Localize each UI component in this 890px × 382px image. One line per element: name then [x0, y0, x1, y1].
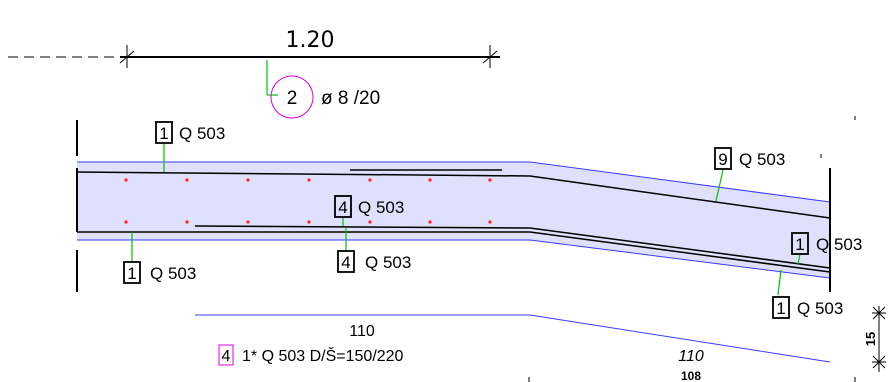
mark-text: Q 503 — [816, 235, 862, 254]
dimension-right: 110 — [678, 348, 704, 365]
dimension-length: 1.20 — [286, 28, 335, 53]
bar-dot — [185, 220, 189, 224]
dimension-right-sub: 108 — [681, 369, 701, 382]
bottom-mesh-bar — [77, 231, 831, 273]
slab-bottom-edge — [529, 239, 831, 279]
mark-text: Q 503 — [358, 198, 404, 217]
dimension-tick — [872, 306, 886, 320]
dimension-tick — [872, 355, 886, 369]
mark-number: 1 — [159, 124, 168, 143]
bottom-dimension-line — [195, 314, 831, 363]
dimension-tick — [482, 50, 498, 64]
mark-number: 1 — [776, 299, 785, 318]
mark-number: 1 — [795, 235, 804, 254]
mark-box — [337, 250, 355, 273]
dimension-vertical: 15 — [863, 332, 878, 346]
mark-number: 4 — [338, 198, 347, 217]
mark-text: Q 503 — [365, 253, 411, 272]
mark-box — [791, 232, 809, 255]
bar-mark-circle — [270, 75, 314, 119]
dimension-tick — [119, 50, 135, 64]
mark-text: Q 503 — [150, 264, 196, 283]
mark-number: 1 — [127, 264, 136, 283]
slab-section — [77, 162, 830, 278]
leader-line — [797, 253, 801, 265]
bar-mark: 2 — [287, 88, 298, 109]
bar-dot — [185, 178, 189, 182]
mark-box — [772, 296, 790, 319]
bar-dot — [368, 178, 372, 182]
note-mark-box — [218, 344, 234, 366]
mark-text: Q 503 — [179, 124, 225, 143]
slab-top-edge — [529, 161, 831, 203]
bottom-mesh-lap-bar — [194, 225, 831, 269]
mark-box — [334, 195, 352, 218]
leader-line — [777, 269, 782, 296]
distribution-bars — [124, 178, 492, 224]
mark-number: 9 — [718, 150, 727, 169]
bar-dot — [428, 220, 432, 224]
bar-spec: ø 8 /20 — [321, 88, 380, 109]
bar-dot — [246, 220, 250, 224]
bar-dot — [124, 178, 128, 182]
mark-text: Q 503 — [797, 299, 843, 318]
bar-dot — [488, 220, 492, 224]
top-mesh-bar — [76, 171, 831, 219]
bar-dot — [488, 178, 492, 182]
note-mark: 4 — [222, 348, 231, 365]
mark-box — [714, 147, 732, 170]
bar-dot — [246, 178, 250, 182]
bar-dot — [307, 220, 311, 224]
bar-dot — [307, 178, 311, 182]
mark-text: Q 503 — [739, 150, 785, 169]
bar-dot — [124, 220, 128, 224]
mark-number: 4 — [341, 253, 350, 272]
dimension-left: 110 — [349, 323, 375, 340]
note-text: 1* Q 503 D/Š=150/220 — [242, 346, 404, 365]
mark-box — [155, 121, 173, 144]
bar-dot — [428, 178, 432, 182]
mark-box — [123, 261, 141, 284]
bar-dot — [368, 220, 372, 224]
leader-line — [715, 169, 724, 202]
